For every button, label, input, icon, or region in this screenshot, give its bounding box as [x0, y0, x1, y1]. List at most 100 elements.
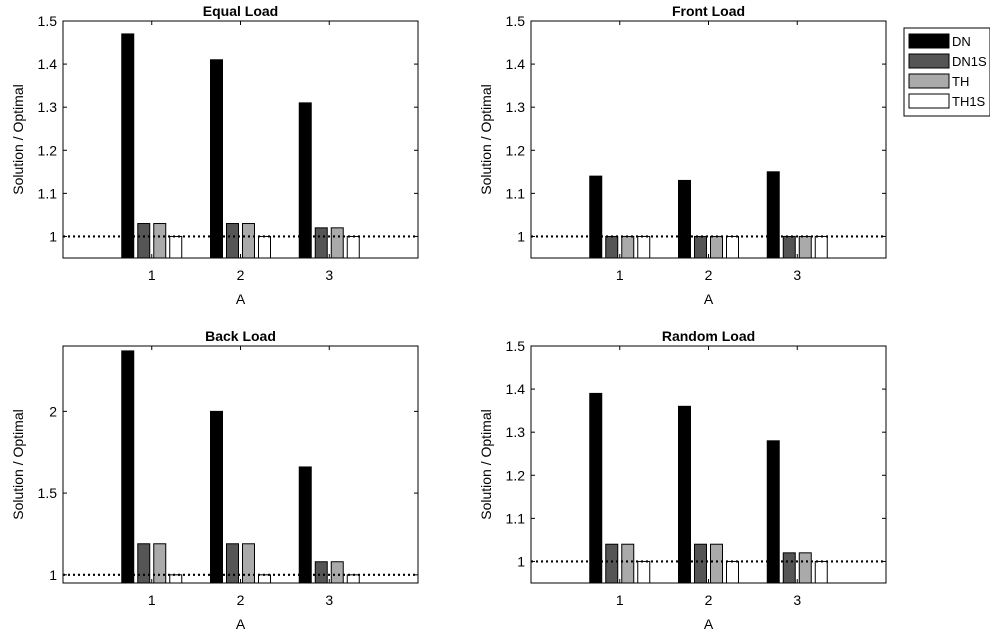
y-tick-label: 1.2	[506, 142, 526, 158]
bar-th1s-1	[637, 235, 651, 259]
y-tick-label: 2	[49, 403, 57, 419]
x-tick-label: 3	[325, 267, 333, 283]
bar-dn1s-2	[694, 543, 707, 584]
bar-dn-1	[121, 33, 135, 259]
y-tick-label: 1	[49, 567, 57, 583]
legend-swatch-th1s	[908, 93, 950, 109]
bar-dn-3	[766, 171, 780, 259]
subplot-3: 1 1.5 2 1 2 3 Back Load A Solution / Optimal	[10, 328, 419, 632]
subplot-2: 1 1.1 1.2 1.3 1.4 1.5 1 2 3 Front Load A Solution /…	[478, 3, 887, 307]
legend-swatch-dn1s	[908, 53, 950, 69]
bar-dn-1	[121, 350, 135, 584]
y-tick-label: 1.3	[506, 99, 526, 115]
bar-dn-3	[766, 440, 780, 584]
x-axis-label: A	[236, 291, 246, 307]
bar-dn-3	[298, 466, 312, 584]
bar-dn-3	[298, 102, 312, 259]
bar-th1s-3	[814, 235, 828, 259]
bar-th-2	[242, 223, 255, 259]
bar-th-2	[710, 235, 723, 259]
y-tick-label: 1.4	[38, 56, 58, 72]
bar-th-3	[330, 227, 344, 259]
y-tick-label: 1.2	[506, 467, 526, 483]
chart-title: Front Load	[672, 3, 745, 19]
y-tick-label: 1.3	[506, 424, 526, 440]
bar-dn-1	[589, 392, 603, 584]
y-tick-label: 1.2	[38, 142, 58, 158]
x-tick-label: 2	[705, 267, 713, 283]
y-tick-label: 1	[517, 228, 525, 244]
bar-dn-2	[210, 59, 223, 259]
bar-th-1	[621, 543, 635, 584]
y-tick-label: 1.5	[506, 338, 526, 354]
legend-swatch-dn	[908, 33, 950, 49]
y-tick-label: 1.3	[38, 99, 58, 115]
bar-th-2	[242, 543, 255, 584]
y-tick-label: 1.1	[506, 510, 526, 526]
y-tick-label: 1.4	[506, 56, 526, 72]
x-axis-label: A	[704, 616, 714, 632]
x-tick-label: 1	[148, 592, 156, 608]
x-tick-label: 3	[793, 267, 801, 283]
axes-box	[530, 345, 887, 584]
x-tick-label: 1	[616, 267, 624, 283]
bar-dn-2	[678, 179, 691, 259]
bar-dn1s-1	[137, 543, 151, 584]
bar-dn1s-1	[605, 235, 619, 259]
bar-th-3	[330, 561, 344, 584]
y-tick-label: 1	[517, 553, 525, 569]
bar-th1s-3	[814, 560, 828, 584]
bar-dn1s-1	[137, 223, 151, 259]
y-tick-label: 1.5	[38, 13, 58, 29]
bar-th1s-2	[726, 235, 739, 259]
bar-dn1s-3	[782, 552, 796, 584]
bar-dn1s-3	[314, 561, 328, 584]
y-tick-label: 1.5	[506, 13, 526, 29]
bar-th1s-1	[169, 235, 183, 259]
bar-th1s-2	[258, 574, 271, 584]
y-tick-label: 1.4	[506, 381, 526, 397]
y-tick-label: 1.1	[38, 185, 58, 201]
bar-th1s-2	[258, 235, 271, 259]
legend-label-dn: DN	[952, 34, 971, 49]
y-tick-label: 1.1	[506, 185, 526, 201]
bar-th1s-3	[346, 574, 360, 584]
y-tick-label: 1.5	[38, 485, 58, 501]
x-tick-label: 2	[705, 592, 713, 608]
x-tick-label: 3	[325, 592, 333, 608]
x-tick-label: 2	[237, 267, 245, 283]
y-axis-label: Solution / Optimal	[478, 84, 494, 195]
x-tick-label: 1	[148, 267, 156, 283]
bar-dn1s-2	[694, 235, 707, 259]
bar-th-1	[153, 543, 167, 584]
bar-dn-2	[678, 405, 691, 584]
bar-th-3	[798, 552, 812, 584]
bar-th1s-2	[726, 560, 739, 584]
chart-title: Random Load	[662, 328, 755, 344]
bar-dn1s-3	[782, 235, 796, 259]
subplot-1: 1 1.1 1.2 1.3 1.4 1.5 1 2 3 Equal Load A Solution /…	[10, 3, 419, 307]
bar-th1s-3	[346, 235, 360, 259]
bar-dn1s-3	[314, 227, 328, 259]
y-axis-label: Solution / Optimal	[10, 84, 26, 195]
bar-th-3	[798, 235, 812, 259]
bar-th1s-1	[169, 574, 183, 584]
x-tick-label: 2	[237, 592, 245, 608]
x-tick-label: 3	[793, 592, 801, 608]
bar-th-2	[710, 543, 723, 584]
chart-title: Back Load	[205, 328, 276, 344]
bar-th-1	[621, 235, 635, 259]
x-tick-label: 1	[616, 592, 624, 608]
axes-box	[530, 20, 887, 259]
bar-dn-2	[210, 410, 223, 584]
axes-box	[62, 345, 419, 584]
bar-dn1s-1	[605, 543, 619, 584]
legend-swatch-th	[908, 73, 950, 89]
x-axis-label: A	[704, 291, 714, 307]
x-axis-label: A	[236, 616, 246, 632]
legend-label-th1s: TH1S	[952, 94, 986, 109]
subplot-4: 1 1.1 1.2 1.3 1.4 1.5 1 2 3 Random Load A Solution …	[478, 328, 887, 632]
y-tick-label: 1	[49, 228, 57, 244]
bar-dn1s-2	[226, 223, 239, 259]
